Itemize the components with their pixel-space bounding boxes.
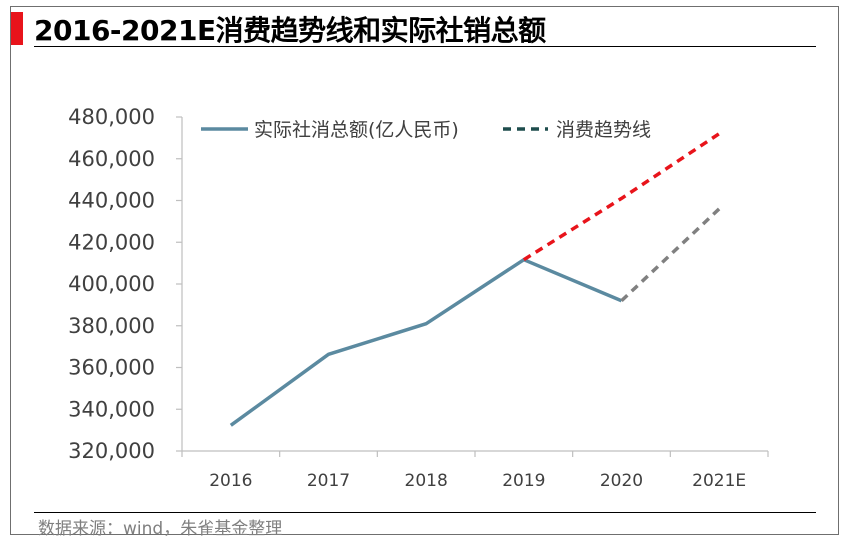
y-axis: 320,000 340,000 360,000 380,000 400,000 420,0… bbox=[68, 105, 183, 463]
x-tick-label: 2020 bbox=[600, 471, 643, 491]
x-tick-label: 2018 bbox=[405, 471, 448, 491]
x-tick-label: 2017 bbox=[307, 471, 350, 491]
series-lines bbox=[229, 132, 721, 427]
legend-label-trend: 消费趋势线 bbox=[556, 119, 651, 141]
x-axis: 2016 2017 2018 2019 2020 2021E bbox=[181, 450, 769, 491]
x-tick-label: 2016 bbox=[209, 471, 252, 491]
title-accent-bar bbox=[11, 12, 23, 45]
legend: 实际社消总额(亿人民币) 消费趋势线 bbox=[201, 119, 651, 141]
y-tick-label: 480,000 bbox=[68, 105, 155, 129]
y-tick-label: 400,000 bbox=[68, 272, 155, 296]
title-underline bbox=[34, 46, 816, 47]
y-tick-label: 460,000 bbox=[68, 147, 155, 171]
source-note: 数据来源：wind，朱雀基金整理 bbox=[38, 519, 283, 539]
legend-label-actual: 实际社消总额(亿人民币) bbox=[254, 119, 459, 141]
series-projection-line bbox=[620, 207, 721, 303]
x-tick-label: 2019 bbox=[502, 471, 545, 491]
y-tick-label: 380,000 bbox=[68, 314, 155, 338]
series-actual-line bbox=[229, 257, 623, 427]
chart-title: 2016-2021E消费趋势线和实际社销总额 bbox=[34, 14, 546, 47]
x-tick-label: 2021E bbox=[692, 471, 746, 491]
footer-rule bbox=[34, 512, 816, 513]
chart-frame bbox=[10, 6, 839, 535]
y-tick-label: 360,000 bbox=[68, 356, 155, 380]
y-tick-label: 320,000 bbox=[68, 439, 155, 463]
series-trend-line bbox=[522, 132, 721, 262]
y-tick-label: 420,000 bbox=[68, 230, 155, 254]
y-tick-label: 340,000 bbox=[68, 397, 155, 421]
y-tick-label: 440,000 bbox=[68, 189, 155, 213]
